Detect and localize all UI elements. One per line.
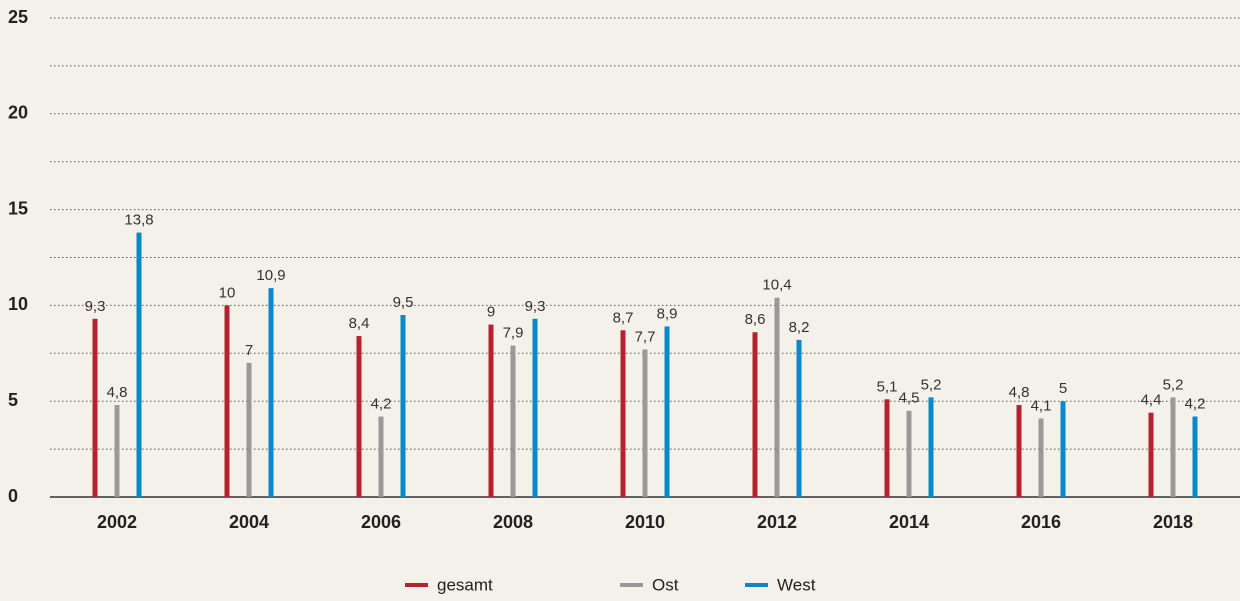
bar bbox=[532, 318, 538, 497]
x-tick-label: 2014 bbox=[889, 512, 929, 532]
value-label: 8,6 bbox=[745, 311, 766, 328]
value-label: 9,3 bbox=[525, 298, 546, 315]
value-label: 10,4 bbox=[762, 277, 791, 294]
x-tick-label: 2016 bbox=[1021, 512, 1061, 532]
y-tick-label: 15 bbox=[8, 198, 28, 218]
value-label: 5,2 bbox=[1163, 376, 1184, 393]
y-tick-label: 25 bbox=[8, 7, 28, 27]
bar bbox=[1060, 401, 1066, 497]
bar bbox=[620, 330, 626, 497]
bar bbox=[92, 318, 98, 497]
x-tick-label: 2012 bbox=[757, 512, 797, 532]
bar bbox=[510, 345, 516, 497]
value-label: 4,2 bbox=[371, 395, 392, 412]
value-label: 4,1 bbox=[1031, 397, 1052, 414]
value-label: 4,8 bbox=[1009, 384, 1030, 401]
x-tick-label: 2018 bbox=[1153, 512, 1193, 532]
value-label: 4,4 bbox=[1141, 392, 1162, 409]
bar bbox=[928, 397, 934, 497]
legend-label: gesamt bbox=[437, 575, 493, 594]
bar bbox=[246, 362, 252, 497]
x-tick-label: 2010 bbox=[625, 512, 665, 532]
value-label: 5,1 bbox=[877, 378, 898, 395]
y-tick-label: 20 bbox=[8, 103, 28, 123]
legend-label: Ost bbox=[652, 575, 679, 594]
value-label: 10,9 bbox=[256, 267, 285, 284]
bar bbox=[488, 324, 494, 497]
bar bbox=[114, 405, 120, 497]
y-tick-label: 0 bbox=[8, 486, 18, 506]
value-label: 4,5 bbox=[899, 390, 920, 407]
value-label: 9,3 bbox=[85, 298, 106, 315]
bar bbox=[1192, 416, 1198, 497]
bar bbox=[884, 399, 890, 497]
value-label: 7,9 bbox=[503, 325, 524, 342]
legend-label: West bbox=[777, 575, 816, 594]
value-label: 5 bbox=[1059, 380, 1067, 397]
bar bbox=[774, 297, 780, 497]
bar bbox=[136, 232, 142, 498]
bar bbox=[1170, 397, 1176, 497]
value-label: 4,8 bbox=[107, 384, 128, 401]
x-tick-label: 2002 bbox=[97, 512, 137, 532]
value-label: 10 bbox=[219, 284, 236, 301]
value-label: 8,2 bbox=[789, 319, 810, 336]
bar bbox=[906, 410, 912, 497]
bar bbox=[642, 349, 648, 497]
bar bbox=[1016, 405, 1022, 497]
value-label: 9,5 bbox=[393, 294, 414, 311]
bar bbox=[752, 332, 758, 497]
value-label: 9 bbox=[487, 304, 495, 321]
value-label: 8,7 bbox=[613, 309, 634, 326]
value-label: 7,7 bbox=[635, 328, 656, 345]
bar bbox=[268, 288, 274, 497]
bar bbox=[356, 336, 362, 497]
x-tick-label: 2004 bbox=[229, 512, 269, 532]
value-label: 7 bbox=[245, 342, 253, 359]
bar bbox=[378, 416, 384, 497]
y-tick-label: 5 bbox=[8, 390, 18, 410]
bar bbox=[1038, 418, 1044, 497]
value-label: 13,8 bbox=[124, 212, 153, 229]
bar bbox=[796, 339, 802, 497]
bar bbox=[400, 314, 406, 497]
value-label: 4,2 bbox=[1185, 395, 1206, 412]
x-tick-label: 2006 bbox=[361, 512, 401, 532]
value-label: 8,4 bbox=[349, 315, 370, 332]
value-label: 8,9 bbox=[657, 305, 678, 322]
bar bbox=[664, 326, 670, 497]
bar bbox=[224, 305, 230, 497]
x-tick-label: 2008 bbox=[493, 512, 533, 532]
value-label: 5,2 bbox=[921, 376, 942, 393]
bar bbox=[1148, 412, 1154, 497]
y-tick-label: 10 bbox=[8, 294, 28, 314]
